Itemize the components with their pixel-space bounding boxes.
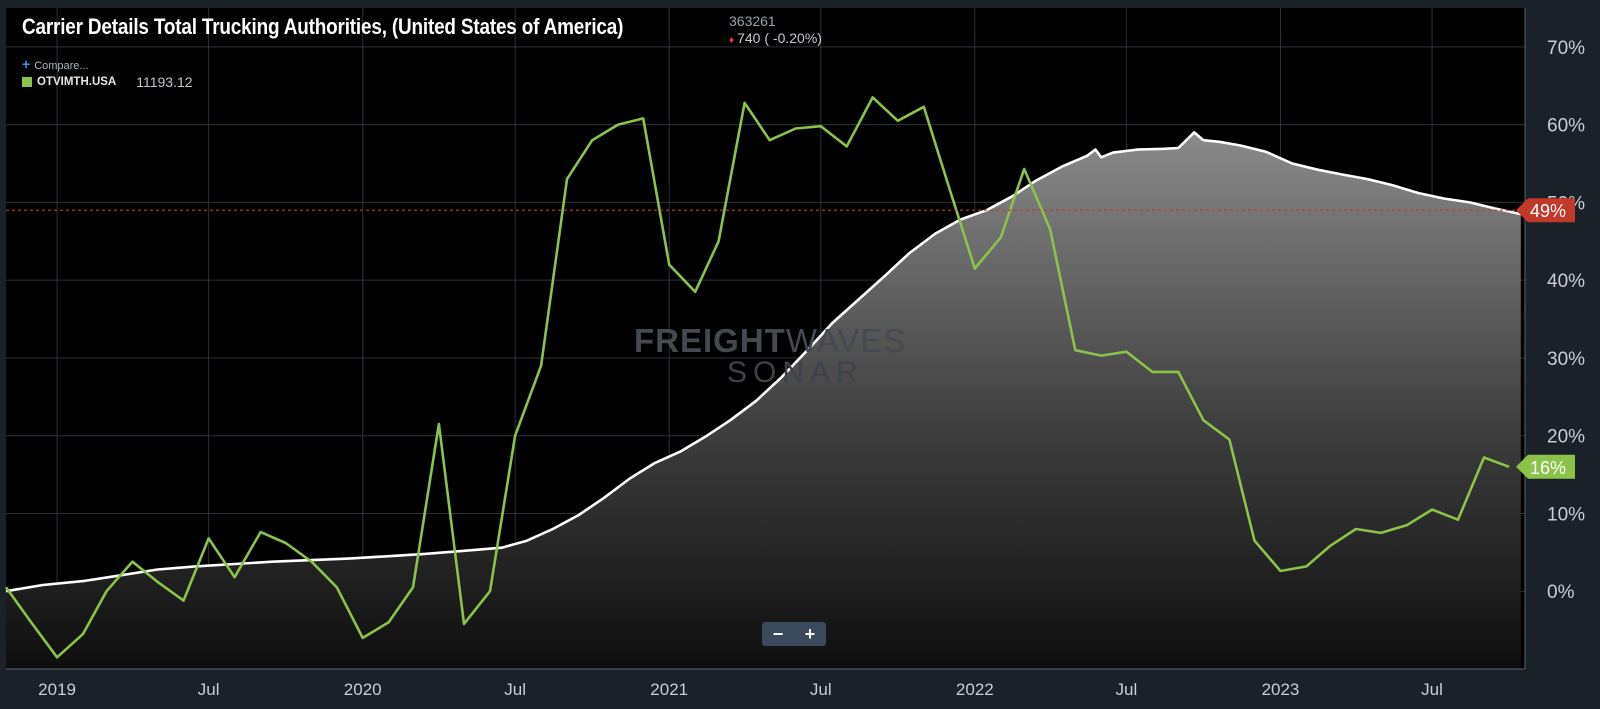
x-axis: 2019 Jul 2020 Jul 2021 Jul 2022 Jul 2023 Jul [6,668,1525,699]
down-arrow-icon: ♦ [729,35,735,46]
x-tick-label-0: 2019 [38,680,76,699]
x-tick-label-5: Jul [810,680,832,699]
badge-0-shape [1516,198,1575,223]
change-value: ♦ 740 ( -0.20%) [729,30,822,46]
y-tick-label-0: 0% [1547,582,1575,603]
compare-label: Compare... [34,60,89,72]
x-tick-label-6: 2022 [956,680,994,699]
value-badges: 49% 16% [1516,198,1575,479]
zoom-in-button[interactable]: + [804,624,816,644]
last-value: 363261 [729,13,776,29]
line-series [4,96,1510,659]
change-text: 740 ( -0.20%) [737,30,822,46]
x-tick-label-2: 2020 [344,680,382,699]
y-tick-label-4: 40% [1547,271,1585,292]
watermark-bold: FREIGHT [634,322,786,359]
series-value: 11193.12 [136,74,193,90]
y-tick-label-3: 30% [1547,349,1585,370]
badge-1-label: 16% [1530,458,1566,478]
x-tick-label-1: Jul [198,680,220,699]
watermark-light: WAVES [785,322,907,359]
x-tick-label-7: Jul [1116,680,1138,699]
series-1-line[interactable] [4,96,1510,659]
zoom-out-button[interactable]: − [772,624,784,644]
chart-title: Carrier Details Total Trucking Authoriti… [22,14,624,39]
y-tick-label-7: 70% [1547,38,1585,59]
legend-item[interactable]: OTVIMTH.USA 11193.12 [22,74,193,90]
y-tick-label-6: 60% [1547,116,1585,137]
series-0-area-fill [6,132,1521,669]
badge-1-shape [1516,454,1575,479]
watermark-logo: FREIGHTWAVES [634,322,906,360]
x-tick-label-9: Jul [1421,680,1443,699]
series-0-line[interactable] [5,131,1522,593]
area-series [5,131,1522,669]
plus-icon: + [22,56,31,72]
compare-button[interactable]: + Compare... [22,56,89,72]
y-tick-label-2: 20% [1547,427,1585,448]
legend-swatch [22,77,32,87]
y-axis: 0%10%20%30%40%50%60%70% [1524,8,1585,669]
watermark-sub: SONAR [727,356,864,389]
zoom-control: − + [762,622,826,646]
y-tick-label-1: 10% [1547,504,1585,525]
series-code: OTVIMTH.USA [37,76,117,88]
badge-0-label: 49% [1530,201,1566,221]
x-tick-label-8: 2023 [1262,680,1300,699]
x-tick-label-4: 2021 [650,680,688,699]
x-tick-label-3: Jul [504,680,526,699]
